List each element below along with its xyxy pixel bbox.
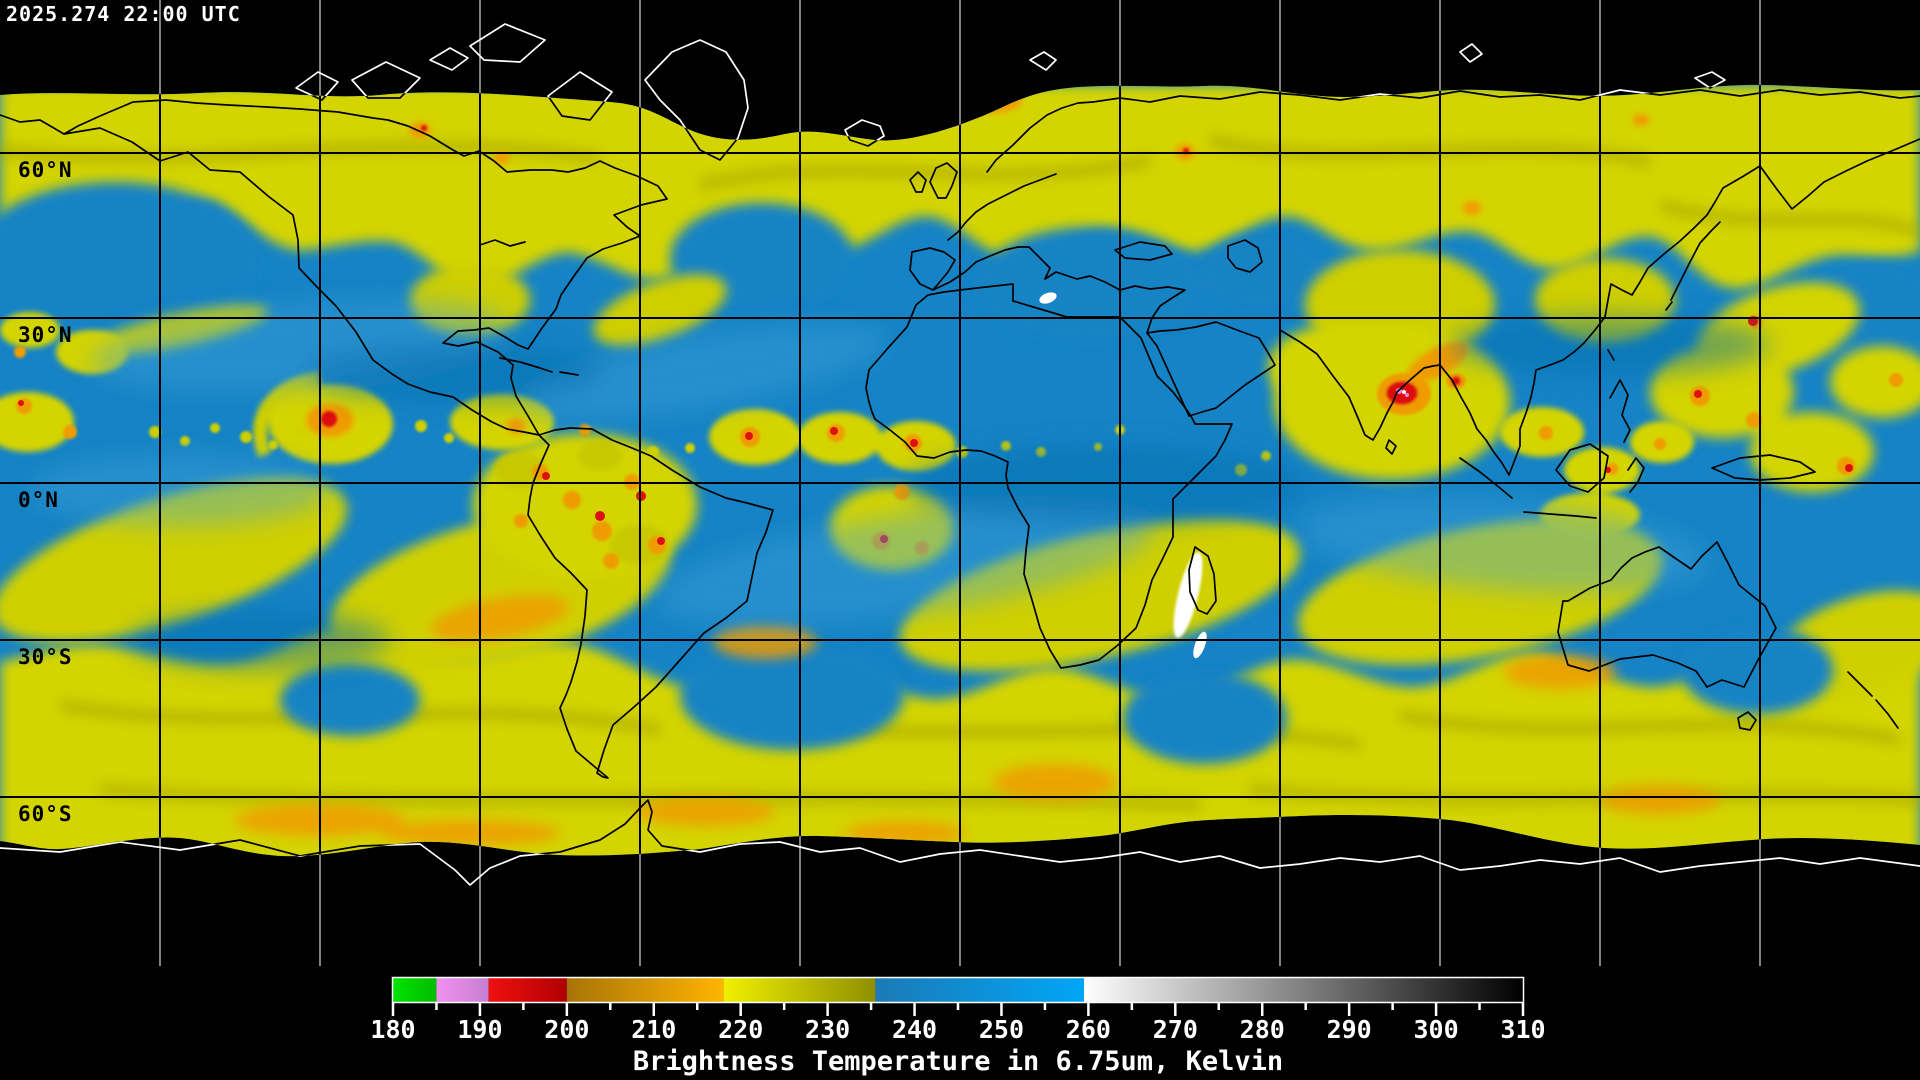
colorbar-title: Brightness Temperature in 6.75um, Kelvin — [632, 1046, 1284, 1077]
colorbar-tick-label: 230 — [805, 1015, 851, 1044]
latitude-label: 30°S — [18, 645, 73, 669]
colorbar-tick-label: 180 — [370, 1015, 416, 1044]
colorbar-tick-label: 190 — [457, 1015, 503, 1044]
latitude-label: 30°N — [18, 323, 73, 347]
colorbar-tick-label: 210 — [631, 1015, 677, 1044]
colorbar-tick-label: 240 — [891, 1015, 938, 1044]
colorbar — [391, 976, 1525, 1016]
colorbar-gradient — [393, 978, 1523, 1002]
hurricane-east-pacific — [253, 371, 393, 464]
colorbar-tick-label: 200 — [544, 1015, 590, 1044]
colorbar-tick-label: 310 — [1500, 1015, 1546, 1044]
latitude-label: 60°N — [18, 158, 73, 182]
colorbar-tick-label: 260 — [1065, 1015, 1111, 1044]
colorbar-tick-label: 270 — [1152, 1015, 1198, 1044]
tropical-cyclone — [1377, 373, 1466, 415]
atlantic-itcz — [709, 409, 956, 471]
colorbar-ticks — [391, 1003, 1525, 1016]
timestamp: 2025.274 22:00 UTC — [6, 2, 241, 26]
latitude-label: 0°N — [18, 488, 59, 512]
colorbar-tick-label: 300 — [1413, 1015, 1459, 1044]
latitude-label: 60°S — [18, 802, 73, 826]
colorbar-tick-label: 250 — [978, 1015, 1025, 1044]
colorbar-tick-label: 280 — [1239, 1015, 1285, 1044]
cold-overshoot-white — [1039, 292, 1207, 659]
colorbar-tick-label: 290 — [1326, 1015, 1372, 1044]
colorbar-border — [391, 976, 1525, 1004]
colorbar-tick-label: 220 — [718, 1015, 764, 1044]
